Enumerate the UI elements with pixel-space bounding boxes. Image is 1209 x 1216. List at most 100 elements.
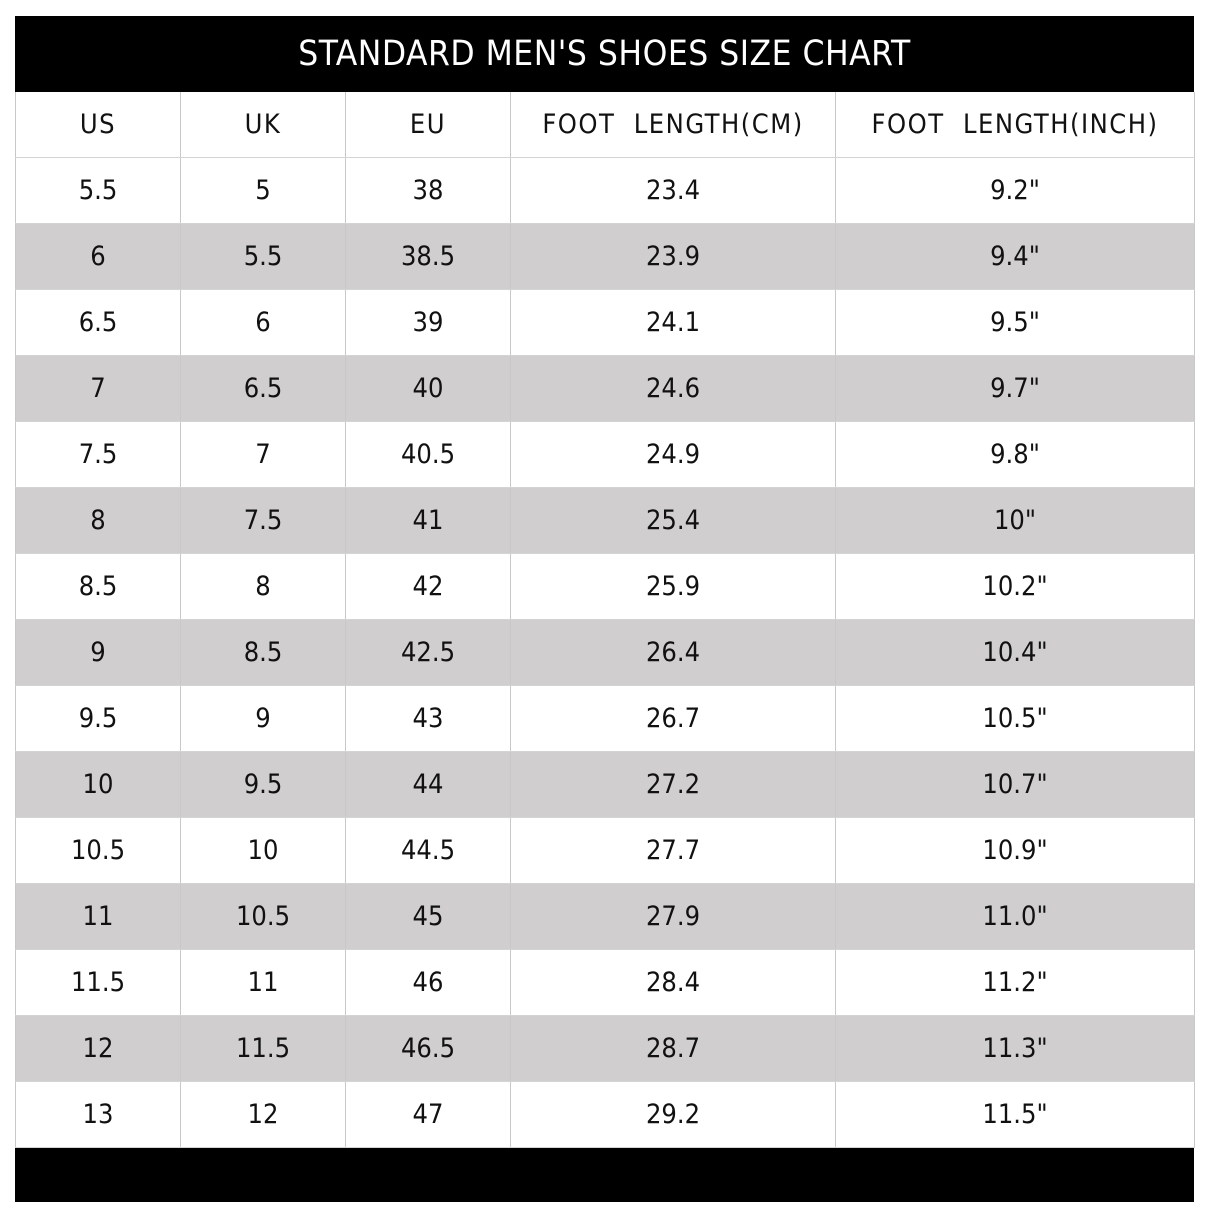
cell-inch: 9.2" xyxy=(835,157,1195,224)
column-header-uk: UK xyxy=(180,92,346,158)
cell-uk: 11.5 xyxy=(180,1015,346,1082)
cell-cm: 28.4 xyxy=(510,949,836,1016)
cell-inch: 11.0" xyxy=(835,883,1195,950)
cell-inch: 11.3" xyxy=(835,1015,1195,1082)
cell-uk: 8.5 xyxy=(180,619,346,686)
cell-inch: 10.7" xyxy=(835,751,1195,818)
cell-inch: 9.4" xyxy=(835,223,1195,290)
cell-us: 6 xyxy=(15,223,181,290)
size-table: US UK EU FOOT LENGTH(CM) FOOT LENGTH(INC… xyxy=(15,92,1195,1148)
cell-inch: 10.9" xyxy=(835,817,1195,884)
cell-cm: 27.7 xyxy=(510,817,836,884)
table-row: 9.5 9 43 26.7 10.5" xyxy=(15,685,1195,752)
cell-eu: 42.5 xyxy=(345,619,511,686)
cell-uk: 8 xyxy=(180,553,346,620)
cell-uk: 9 xyxy=(180,685,346,752)
size-chart: STANDARD MEN'S SHOES SIZE CHART US UK EU… xyxy=(15,16,1195,1202)
cell-cm: 29.2 xyxy=(510,1081,836,1148)
cell-uk: 6 xyxy=(180,289,346,356)
cell-eu: 41 xyxy=(345,487,511,554)
cell-us: 11 xyxy=(15,883,181,950)
cell-us: 10.5 xyxy=(15,817,181,884)
cell-us: 9.5 xyxy=(15,685,181,752)
column-header-eu: EU xyxy=(345,92,511,158)
cell-uk: 5.5 xyxy=(180,223,346,290)
cell-uk: 10.5 xyxy=(180,883,346,950)
cell-eu: 43 xyxy=(345,685,511,752)
cell-uk: 11 xyxy=(180,949,346,1016)
cell-cm: 26.7 xyxy=(510,685,836,752)
cell-cm: 25.4 xyxy=(510,487,836,554)
table-row: 8 7.5 41 25.4 10" xyxy=(15,487,1195,554)
column-header-us: US xyxy=(15,92,181,158)
cell-eu: 44 xyxy=(345,751,511,818)
cell-us: 11.5 xyxy=(15,949,181,1016)
cell-us: 9 xyxy=(15,619,181,686)
cell-inch: 9.8" xyxy=(835,421,1195,488)
header-row: US UK EU FOOT LENGTH(CM) FOOT LENGTH(INC… xyxy=(15,92,1195,158)
cell-uk: 12 xyxy=(180,1081,346,1148)
cell-inch: 11.5" xyxy=(835,1081,1195,1148)
footer-bar xyxy=(15,1148,1194,1202)
cell-us: 5.5 xyxy=(15,157,181,224)
table-row: 11 10.5 45 27.9 11.0" xyxy=(15,883,1195,950)
table-row: 12 11.5 46.5 28.7 11.3" xyxy=(15,1015,1195,1082)
cell-eu: 47 xyxy=(345,1081,511,1148)
column-header-foot-length-cm: FOOT LENGTH(CM) xyxy=(510,92,836,158)
cell-cm: 24.9 xyxy=(510,421,836,488)
cell-eu: 38 xyxy=(345,157,511,224)
cell-cm: 24.6 xyxy=(510,355,836,422)
cell-eu: 46 xyxy=(345,949,511,1016)
cell-inch: 9.5" xyxy=(835,289,1195,356)
cell-cm: 27.9 xyxy=(510,883,836,950)
cell-inch: 10.5" xyxy=(835,685,1195,752)
table-row: 7.5 7 40.5 24.9 9.8" xyxy=(15,421,1195,488)
cell-inch: 11.2" xyxy=(835,949,1195,1016)
table-row: 7 6.5 40 24.6 9.7" xyxy=(15,355,1195,422)
cell-us: 7 xyxy=(15,355,181,422)
cell-us: 13 xyxy=(15,1081,181,1148)
cell-us: 10 xyxy=(15,751,181,818)
cell-cm: 27.2 xyxy=(510,751,836,818)
table-row: 10 9.5 44 27.2 10.7" xyxy=(15,751,1195,818)
table-row: 11.5 11 46 28.4 11.2" xyxy=(15,949,1195,1016)
cell-cm: 28.7 xyxy=(510,1015,836,1082)
cell-us: 6.5 xyxy=(15,289,181,356)
cell-us: 12 xyxy=(15,1015,181,1082)
cell-us: 8.5 xyxy=(15,553,181,620)
cell-eu: 38.5 xyxy=(345,223,511,290)
cell-us: 8 xyxy=(15,487,181,554)
cell-eu: 45 xyxy=(345,883,511,950)
cell-inch: 9.7" xyxy=(835,355,1195,422)
cell-eu: 42 xyxy=(345,553,511,620)
cell-inch: 10.4" xyxy=(835,619,1195,686)
cell-us: 7.5 xyxy=(15,421,181,488)
cell-uk: 7.5 xyxy=(180,487,346,554)
cell-uk: 5 xyxy=(180,157,346,224)
cell-inch: 10.2" xyxy=(835,553,1195,620)
table-row: 6.5 6 39 24.1 9.5" xyxy=(15,289,1195,356)
table-row: 5.5 5 38 23.4 9.2" xyxy=(15,157,1195,224)
cell-uk: 6.5 xyxy=(180,355,346,422)
cell-eu: 39 xyxy=(345,289,511,356)
column-header-foot-length-inch: FOOT LENGTH(INCH) xyxy=(835,92,1195,158)
cell-eu: 40.5 xyxy=(345,421,511,488)
cell-cm: 23.9 xyxy=(510,223,836,290)
cell-eu: 44.5 xyxy=(345,817,511,884)
cell-uk: 10 xyxy=(180,817,346,884)
cell-eu: 46.5 xyxy=(345,1015,511,1082)
cell-cm: 23.4 xyxy=(510,157,836,224)
table-row: 13 12 47 29.2 11.5" xyxy=(15,1081,1195,1148)
cell-cm: 24.1 xyxy=(510,289,836,356)
chart-title: STANDARD MEN'S SHOES SIZE CHART xyxy=(15,16,1194,92)
cell-cm: 26.4 xyxy=(510,619,836,686)
cell-eu: 40 xyxy=(345,355,511,422)
table-row: 10.5 10 44.5 27.7 10.9" xyxy=(15,817,1195,884)
cell-uk: 7 xyxy=(180,421,346,488)
table-row: 8.5 8 42 25.9 10.2" xyxy=(15,553,1195,620)
cell-cm: 25.9 xyxy=(510,553,836,620)
cell-inch: 10" xyxy=(835,487,1195,554)
cell-uk: 9.5 xyxy=(180,751,346,818)
table-row: 9 8.5 42.5 26.4 10.4" xyxy=(15,619,1195,686)
table-row: 6 5.5 38.5 23.9 9.4" xyxy=(15,223,1195,290)
